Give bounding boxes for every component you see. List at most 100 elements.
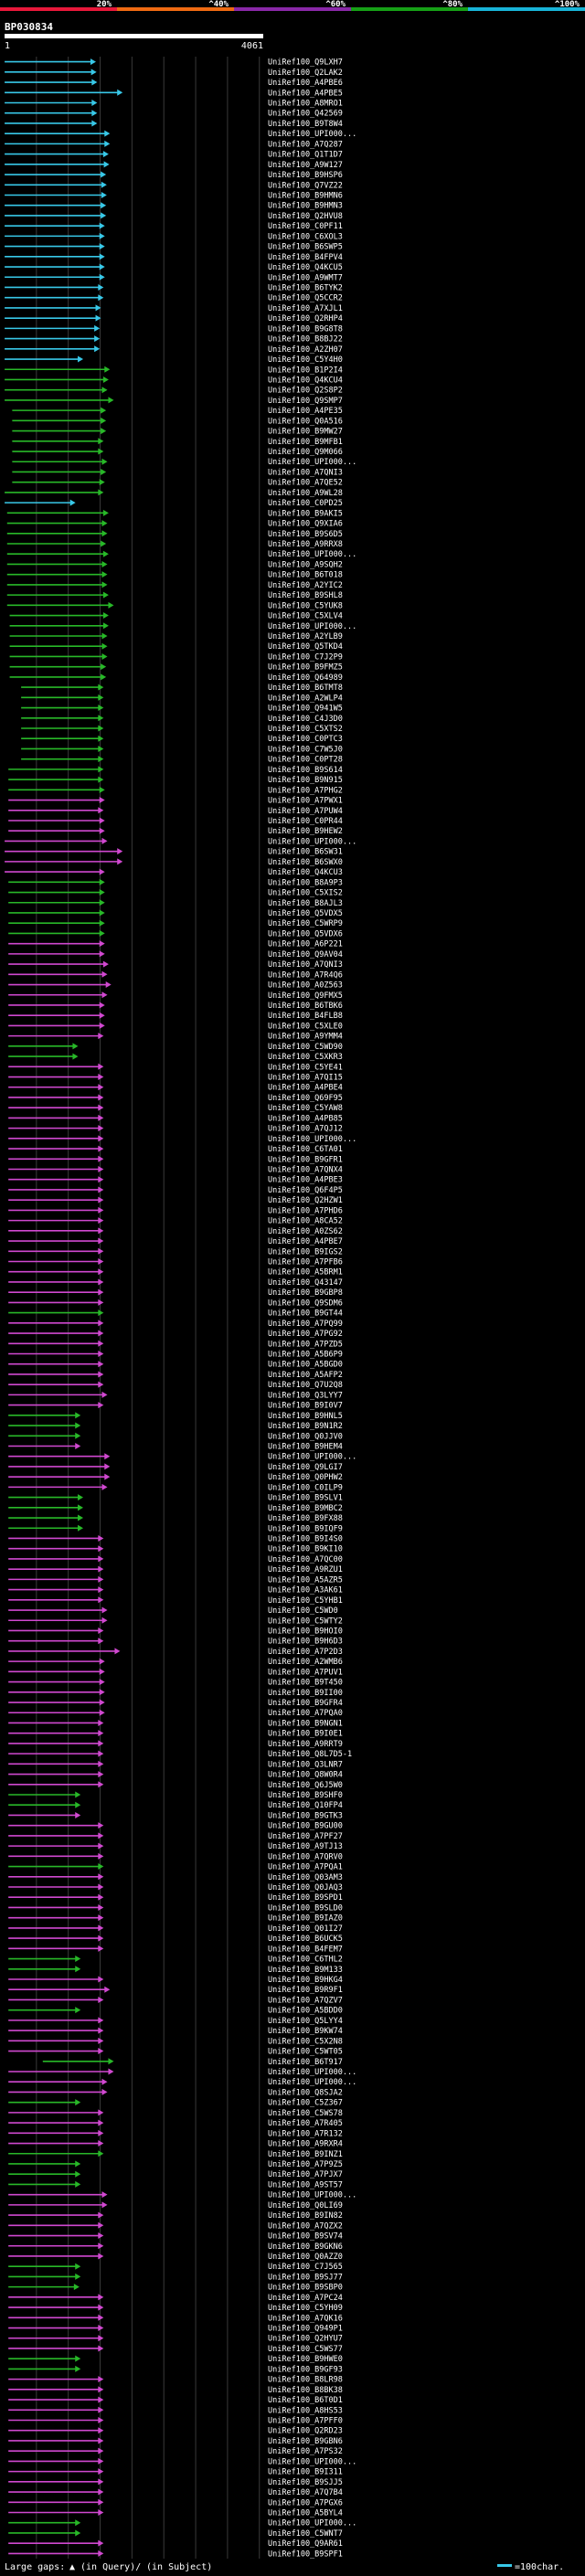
- hit-label[interactable]: UniRef100_A9RXR4: [268, 2140, 343, 2149]
- hit-label[interactable]: UniRef100_Q9AV04: [268, 950, 343, 959]
- hit-label[interactable]: UniRef100_Q69F95: [268, 1094, 343, 1103]
- hit-label[interactable]: UniRef100_Q1T1D7: [268, 151, 343, 160]
- hit-label[interactable]: UniRef100_Q5CCR2: [268, 294, 343, 303]
- hit-label[interactable]: UniRef100_C5WRP9: [268, 919, 343, 928]
- hit-label[interactable]: UniRef100_UPI000...: [268, 550, 356, 559]
- hit-label[interactable]: UniRef100_Q2LAK2: [268, 69, 343, 78]
- hit-label[interactable]: UniRef100_Q0JJV0: [268, 1432, 343, 1441]
- hit-label[interactable]: UniRef100_B9HEM4: [268, 1442, 343, 1451]
- hit-label[interactable]: UniRef100_C5XLV4: [268, 612, 343, 621]
- hit-label[interactable]: UniRef100_Q941W5: [268, 705, 343, 714]
- hit-label[interactable]: UniRef100_A9ST57: [268, 2180, 343, 2189]
- hit-label[interactable]: UniRef100_Q2S8P2: [268, 387, 343, 396]
- hit-label[interactable]: UniRef100_B6TMT8: [268, 684, 343, 693]
- hit-label[interactable]: UniRef100_Q4KCU3: [268, 868, 343, 877]
- hit-label[interactable]: UniRef100_A2WMB6: [268, 1658, 343, 1667]
- hit-label[interactable]: UniRef100_Q4KCU5: [268, 263, 343, 272]
- hit-label[interactable]: UniRef100_B9SLV1: [268, 1494, 343, 1503]
- hit-label[interactable]: UniRef100_A5B6P9: [268, 1350, 343, 1359]
- hit-label[interactable]: UniRef100_C5Y4H0: [268, 355, 343, 365]
- hit-label[interactable]: UniRef100_A7QNX4: [268, 1166, 343, 1175]
- hit-label[interactable]: UniRef100_B9SBP0: [268, 2284, 343, 2293]
- hit-label[interactable]: UniRef100_C5YH09: [268, 2304, 343, 2313]
- hit-label[interactable]: UniRef100_A7PJX7: [268, 2170, 343, 2179]
- hit-label[interactable]: UniRef100_Q9LXH7: [268, 58, 343, 68]
- hit-label[interactable]: UniRef100_B9GT44: [268, 1309, 343, 1319]
- hit-label[interactable]: UniRef100_A9W127: [268, 161, 343, 170]
- hit-label[interactable]: UniRef100_B6T917: [268, 2058, 343, 2067]
- hit-label[interactable]: UniRef100_Q9FMX5: [268, 991, 343, 1001]
- hit-label[interactable]: UniRef100_A8HS53: [268, 2406, 343, 2415]
- hit-label[interactable]: UniRef100_A7PZD5: [268, 1340, 343, 1349]
- hit-label[interactable]: UniRef100_A8MRO1: [268, 99, 343, 108]
- hit-label[interactable]: UniRef100_UPI000...: [268, 622, 356, 631]
- hit-label[interactable]: UniRef100_C0PT28: [268, 756, 343, 765]
- hit-label[interactable]: UniRef100_Q2HZW1: [268, 1196, 343, 1205]
- hit-label[interactable]: UniRef100_A2YIC2: [268, 581, 343, 590]
- hit-label[interactable]: UniRef100_A9RRX8: [268, 540, 343, 549]
- hit-label[interactable]: UniRef100_C5YUK8: [268, 601, 343, 610]
- hit-label[interactable]: UniRef100_A7P2D3: [268, 1648, 343, 1657]
- hit-label[interactable]: UniRef100_Q5LYY4: [268, 2017, 343, 2026]
- hit-label[interactable]: UniRef100_B6TBK6: [268, 1002, 343, 1011]
- hit-label[interactable]: UniRef100_A5BDD0: [268, 2007, 343, 2016]
- hit-label[interactable]: UniRef100_B9I4S0: [268, 1534, 343, 1543]
- hit-label[interactable]: UniRef100_C5YE41: [268, 1063, 343, 1072]
- hit-label[interactable]: UniRef100_B9IGS2: [268, 1247, 343, 1256]
- hit-label[interactable]: UniRef100_A4PBE7: [268, 1237, 343, 1246]
- hit-label[interactable]: UniRef100_Q5VDX5: [268, 909, 343, 918]
- hit-label[interactable]: UniRef100_A7QC00: [268, 1555, 343, 1564]
- hit-label[interactable]: UniRef100_B9GU00: [268, 1822, 343, 1831]
- hit-label[interactable]: UniRef100_B6TYK2: [268, 283, 343, 292]
- hit-label[interactable]: UniRef100_A7QRV0: [268, 1852, 343, 1861]
- hit-label[interactable]: UniRef100_C6TA01: [268, 1145, 343, 1154]
- hit-label[interactable]: UniRef100_C5XLE0: [268, 1022, 343, 1031]
- hit-label[interactable]: UniRef100_C5WD90: [268, 1043, 343, 1052]
- hit-label[interactable]: UniRef100_B9INZ1: [268, 2150, 343, 2159]
- hit-label[interactable]: UniRef100_B9NGN1: [268, 1719, 343, 1728]
- hit-label[interactable]: UniRef100_A3AK61: [268, 1586, 343, 1595]
- hit-label[interactable]: UniRef100_B9M133: [268, 1966, 343, 1975]
- hit-label[interactable]: UniRef100_C5WS77: [268, 2345, 343, 2354]
- hit-label[interactable]: UniRef100_A7QK16: [268, 2314, 343, 2323]
- hit-label[interactable]: UniRef100_B8LR98: [268, 2376, 343, 2385]
- hit-label[interactable]: UniRef100_B4FPV4: [268, 253, 343, 262]
- hit-label[interactable]: UniRef100_A7R4Q6: [268, 970, 343, 980]
- hit-label[interactable]: UniRef100_B6SWX0: [268, 858, 343, 867]
- hit-label[interactable]: UniRef100_B9S6D5: [268, 530, 343, 539]
- hit-label[interactable]: UniRef100_C5XKR3: [268, 1053, 343, 1062]
- hit-label[interactable]: UniRef100_Q4KCU4: [268, 376, 343, 385]
- hit-label[interactable]: UniRef100_A4PE35: [268, 407, 343, 416]
- hit-label[interactable]: UniRef100_A2YLB9: [268, 632, 343, 641]
- hit-label[interactable]: UniRef100_B9I311: [268, 2468, 343, 2477]
- hit-label[interactable]: UniRef100_C7J2P9: [268, 652, 343, 662]
- hit-label[interactable]: UniRef100_A5AZR5: [268, 1575, 343, 1585]
- hit-label[interactable]: UniRef100_C5XIS2: [268, 889, 343, 898]
- hit-label[interactable]: UniRef100_B9T8W4: [268, 120, 343, 129]
- hit-label[interactable]: UniRef100_Q0LI69: [268, 2201, 343, 2210]
- hit-label[interactable]: UniRef100_A5BGD0: [268, 1361, 343, 1370]
- hit-label[interactable]: UniRef100_A4PBE4: [268, 1084, 343, 1093]
- hit-label[interactable]: UniRef100_B4FEM7: [268, 1945, 343, 1954]
- hit-label[interactable]: UniRef100_A9SQH2: [268, 560, 343, 569]
- hit-label[interactable]: UniRef100_UPI000...: [268, 2191, 356, 2200]
- hit-label[interactable]: UniRef100_B9I0V7: [268, 1402, 343, 1411]
- hit-label[interactable]: UniRef100_B6SWP5: [268, 243, 343, 252]
- hit-label[interactable]: UniRef100_B9KW74: [268, 2027, 343, 2036]
- hit-label[interactable]: UniRef100_B9H6D3: [268, 1638, 343, 1647]
- hit-label[interactable]: UniRef100_B9AKI5: [268, 509, 343, 518]
- hit-label[interactable]: UniRef100_A7QI15: [268, 1074, 343, 1083]
- hit-label[interactable]: UniRef100_Q6J5W0: [268, 1781, 343, 1790]
- hit-label[interactable]: UniRef100_B8A9P3: [268, 878, 343, 887]
- hit-label[interactable]: UniRef100_A4PBE3: [268, 1176, 343, 1185]
- hit-label[interactable]: UniRef100_B9N1R2: [268, 1422, 343, 1431]
- hit-label[interactable]: UniRef100_B9HMN6: [268, 191, 343, 200]
- hit-label[interactable]: UniRef100_Q42569: [268, 110, 343, 119]
- hit-label[interactable]: UniRef100_B9GF93: [268, 2365, 343, 2374]
- hit-label[interactable]: UniRef100_B8AJL3: [268, 899, 343, 908]
- hit-label[interactable]: UniRef100_A7Q7B4: [268, 2488, 343, 2497]
- hit-label[interactable]: UniRef100_Q03AM3: [268, 1873, 343, 1882]
- hit-label[interactable]: UniRef100_Q3LNR7: [268, 1760, 343, 1769]
- hit-label[interactable]: UniRef100_UPI000...: [268, 2078, 356, 2087]
- hit-label[interactable]: UniRef100_B8BJ22: [268, 335, 343, 345]
